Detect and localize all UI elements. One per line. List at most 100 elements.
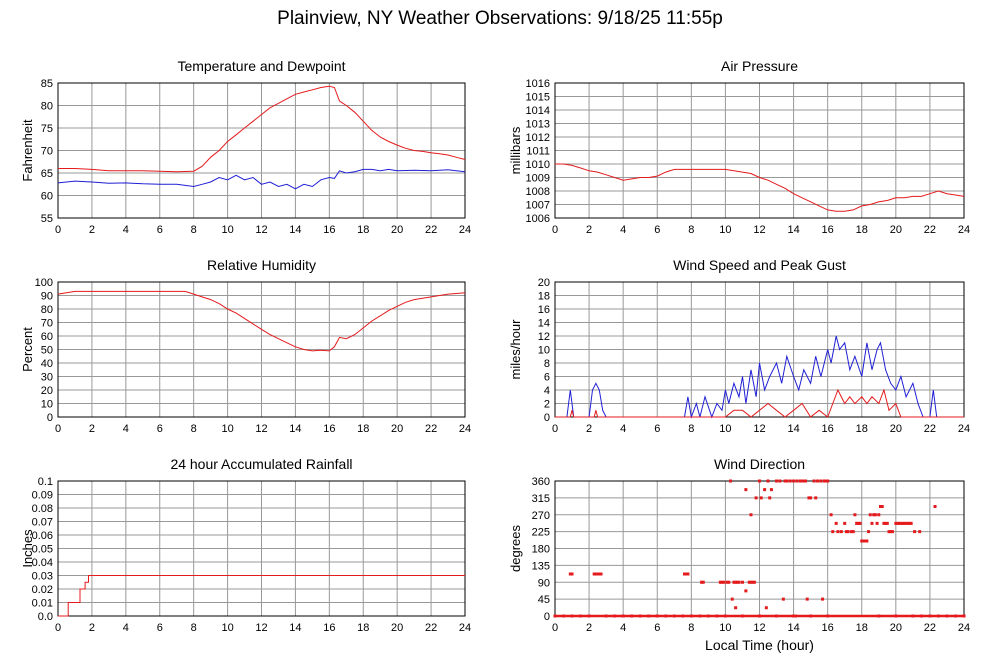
data-point: [863, 539, 867, 543]
y-tick-label: 0: [47, 412, 53, 424]
data-point: [897, 521, 901, 525]
x-tick-label: 16: [323, 423, 335, 435]
data-point: [740, 580, 744, 584]
data-point: [725, 580, 729, 584]
data-point: [907, 521, 911, 525]
x-tick-label: 6: [654, 622, 660, 634]
data-point: [764, 606, 768, 610]
x-tick-label: 22: [425, 423, 437, 435]
x-tick-label: 18: [856, 622, 868, 634]
x-tick-label: 24: [958, 224, 970, 236]
x-tick-label: 0: [55, 224, 61, 236]
series-line-1: [555, 335, 964, 419]
y-tick-label: 40: [41, 358, 53, 370]
y-tick-label: 1012: [526, 132, 550, 144]
y-tick-label: 1010: [526, 159, 550, 171]
data-point: [870, 521, 874, 525]
x-tick-label: 18: [357, 622, 369, 634]
y-tick-label: 90: [41, 291, 53, 303]
data-point: [846, 530, 850, 534]
x-tick-label: 12: [255, 224, 267, 236]
x-tick-label: 4: [123, 622, 129, 634]
data-point: [735, 580, 739, 584]
x-tick-label: 4: [620, 622, 626, 634]
data-point: [913, 530, 917, 534]
x-tick-label: 24: [459, 423, 471, 435]
data-point: [686, 572, 690, 576]
data-point: [821, 597, 825, 601]
data-point: [749, 580, 753, 584]
data-point: [933, 505, 937, 508]
data-point: [800, 479, 804, 483]
y-tick-label: 20: [538, 277, 550, 289]
y-axis-label: Fahrenheit: [20, 119, 35, 182]
y-tick-label: 315: [532, 493, 550, 505]
x-tick-label: 4: [123, 423, 129, 435]
y-tick-label: 0.06: [32, 530, 53, 542]
data-point: [747, 580, 751, 584]
data-point: [684, 572, 688, 576]
data-point: [700, 580, 704, 584]
data-point: [875, 521, 879, 525]
data-point: [744, 589, 748, 593]
x-tick-label: 2: [586, 622, 592, 634]
x-tick-label: 20: [890, 224, 902, 236]
data-point: [804, 479, 808, 483]
x-tick-label: 10: [719, 423, 731, 435]
series-line-1: [57, 290, 466, 352]
data-point: [860, 539, 864, 543]
data-point: [829, 513, 833, 517]
y-tick-label: 0.07: [32, 517, 53, 529]
data-point: [778, 479, 782, 483]
data-point: [781, 597, 785, 601]
y-tick-label: 75: [41, 123, 53, 135]
y-tick-label: 20: [41, 385, 53, 397]
data-point: [894, 521, 898, 525]
x-tick-label: 10: [221, 622, 233, 634]
x-tick-label: 14: [787, 224, 799, 236]
data-point: [865, 539, 869, 543]
y-tick-label: 80: [41, 304, 53, 316]
x-tick-label: 16: [822, 224, 834, 236]
data-point: [890, 530, 894, 534]
y-tick-label: 1016: [526, 78, 550, 90]
y-tick-label: 8: [544, 358, 550, 370]
x-tick-label: 12: [753, 622, 765, 634]
data-point: [758, 479, 761, 483]
data-point: [734, 606, 738, 610]
data-point: [815, 479, 819, 483]
data-point: [884, 521, 888, 525]
data-point: [812, 479, 816, 483]
chart-title: Relative Humidity: [207, 257, 316, 273]
data-point: [683, 572, 687, 576]
plot-frame: [57, 281, 466, 418]
data-point: [727, 580, 731, 584]
chart-title: 24 hour Accumulated Rainfall: [170, 456, 352, 472]
data-point: [858, 521, 862, 525]
y-tick-label: 14: [538, 318, 550, 330]
plot-frame: [57, 82, 466, 219]
x-tick-label: 22: [924, 423, 936, 435]
y-tick-label: 10: [538, 345, 550, 357]
data-point: [824, 479, 828, 483]
data-point: [802, 479, 806, 483]
y-tick-label: 1009: [526, 173, 550, 185]
x-tick-label: 0: [55, 423, 61, 435]
x-tick-label: 6: [157, 423, 163, 435]
data-point: [599, 572, 603, 576]
x-tick-label: 6: [654, 224, 660, 236]
x-tick-label: 20: [890, 622, 902, 634]
data-point: [754, 496, 758, 500]
y-tick-label: 85: [41, 78, 53, 90]
x-tick-label: 4: [123, 224, 129, 236]
data-point: [882, 521, 886, 525]
x-tick-label: 16: [822, 622, 834, 634]
y-tick-label: 1008: [526, 186, 550, 198]
y-tick-label: 4: [544, 385, 550, 397]
data-point: [899, 521, 903, 525]
y-tick-label: 360: [532, 476, 550, 488]
y-tick-label: 0.05: [32, 544, 53, 556]
